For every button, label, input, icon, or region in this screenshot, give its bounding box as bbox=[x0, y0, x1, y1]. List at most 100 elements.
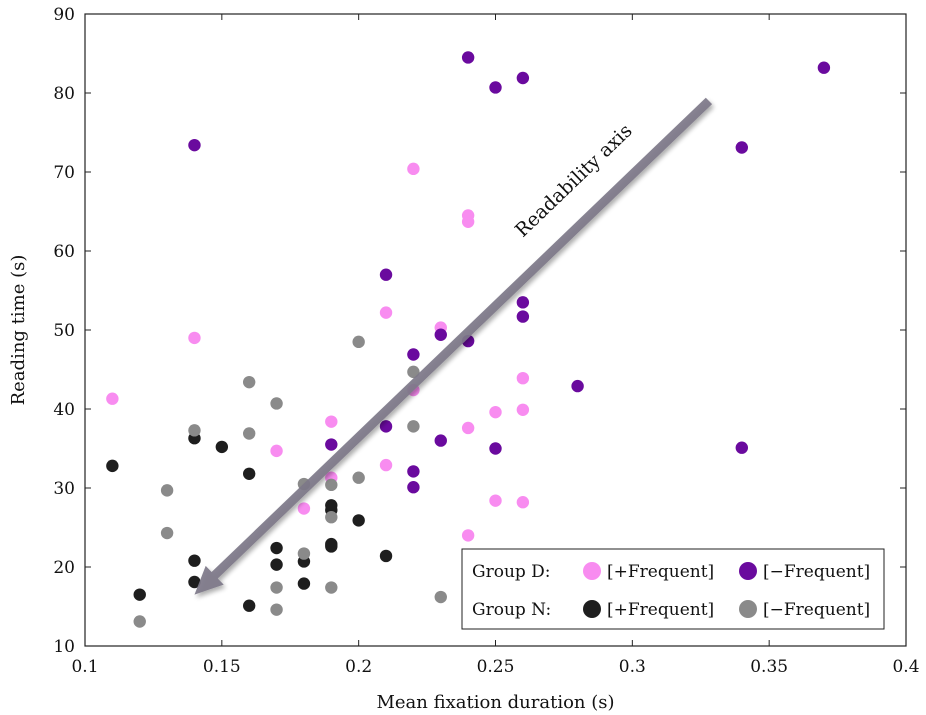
x-tick-label: 0.35 bbox=[750, 657, 788, 677]
data-point-d-minus-frequent bbox=[516, 71, 530, 85]
legend-group-n-label: Group N: bbox=[472, 600, 551, 620]
data-point-n-plus-frequent bbox=[133, 588, 146, 601]
readability-arrow-shape bbox=[194, 97, 713, 595]
legend-label-d-minus: [−Frequent] bbox=[763, 562, 870, 582]
data-point-d-minus-frequent bbox=[489, 442, 502, 455]
data-point-d-minus-frequent bbox=[434, 328, 447, 341]
legend: Group D: [+Frequent] [−Frequent] Group N… bbox=[461, 548, 885, 630]
data-point-d-minus-frequent bbox=[516, 310, 530, 323]
data-point-n-minus-frequent bbox=[243, 375, 256, 389]
x-tick-label: 0.1 bbox=[71, 657, 98, 677]
plot-frame bbox=[84, 13, 907, 647]
data-point-n-plus-frequent bbox=[243, 467, 256, 480]
data-point-n-plus-frequent bbox=[325, 540, 338, 553]
data-point-d-minus-frequent bbox=[407, 348, 420, 361]
data-point-d-plus-frequent bbox=[379, 458, 393, 472]
data-point-n-minus-frequent bbox=[325, 581, 338, 594]
x-tick-label: 0.25 bbox=[477, 657, 515, 677]
legend-label-n-plus: [+Frequent] bbox=[607, 600, 714, 620]
readability-arrow bbox=[194, 97, 713, 595]
data-point-n-minus-frequent bbox=[407, 365, 420, 379]
data-point-d-plus-frequent bbox=[188, 331, 201, 345]
data-point-d-plus-frequent bbox=[106, 392, 119, 405]
data-point-d-plus-frequent bbox=[461, 529, 475, 542]
legend-marker-n-minus bbox=[739, 600, 757, 618]
data-point-n-plus-frequent bbox=[188, 575, 201, 589]
data-point-d-plus-frequent bbox=[516, 496, 530, 509]
data-points bbox=[106, 51, 831, 628]
data-point-n-minus-frequent bbox=[270, 603, 283, 616]
data-point-n-minus-frequent bbox=[133, 615, 146, 628]
data-point-n-plus-frequent bbox=[297, 577, 311, 590]
legend-label-d-plus: [+Frequent] bbox=[607, 562, 714, 582]
data-point-d-plus-frequent bbox=[325, 415, 338, 428]
data-point-n-plus-frequent bbox=[270, 558, 283, 571]
data-point-n-minus-frequent bbox=[297, 547, 311, 560]
data-point-d-plus-frequent bbox=[379, 306, 393, 319]
data-point-d-plus-frequent bbox=[489, 494, 502, 507]
data-point-d-minus-frequent bbox=[407, 465, 420, 478]
data-point-n-minus-frequent bbox=[352, 335, 365, 349]
data-point-d-plus-frequent bbox=[489, 405, 502, 419]
y-axis-title: Reading time (s) bbox=[8, 255, 29, 406]
data-point-n-minus-frequent bbox=[352, 471, 365, 484]
data-point-d-plus-frequent bbox=[461, 421, 475, 435]
legend-group-d-label: Group D: bbox=[472, 562, 551, 582]
data-point-d-plus-frequent bbox=[270, 444, 283, 458]
data-point-n-plus-frequent bbox=[215, 440, 229, 454]
y-tick-label: 80 bbox=[53, 84, 75, 104]
data-point-n-minus-frequent bbox=[270, 581, 283, 594]
data-point-n-plus-frequent bbox=[188, 554, 201, 567]
data-point-d-minus-frequent bbox=[461, 51, 475, 64]
y-tick-label: 20 bbox=[53, 558, 75, 578]
x-tick-label: 0.4 bbox=[892, 657, 919, 677]
data-point-n-minus-frequent bbox=[325, 478, 338, 492]
legend-marker-d-plus bbox=[583, 562, 601, 580]
x-axis-title: Mean fixation duration (s) bbox=[376, 692, 614, 713]
data-point-d-plus-frequent bbox=[461, 215, 475, 228]
data-point-n-plus-frequent bbox=[270, 541, 283, 555]
data-point-n-minus-frequent bbox=[434, 590, 447, 604]
y-tick-label: 60 bbox=[53, 242, 75, 262]
data-point-n-minus-frequent bbox=[407, 420, 420, 433]
y-tick-label: 70 bbox=[53, 163, 75, 183]
data-point-d-plus-frequent bbox=[516, 371, 530, 385]
data-point-d-minus-frequent bbox=[379, 268, 393, 281]
data-point-d-minus-frequent bbox=[817, 61, 831, 74]
data-point-n-plus-frequent bbox=[243, 599, 256, 612]
data-point-d-minus-frequent bbox=[516, 296, 530, 309]
annotation-label: Readability axis bbox=[511, 120, 637, 242]
x-tick-label: 0.2 bbox=[345, 657, 372, 677]
data-point-d-minus-frequent bbox=[735, 441, 748, 454]
data-point-d-minus-frequent bbox=[379, 420, 393, 433]
data-point-n-plus-frequent bbox=[379, 549, 393, 563]
legend-marker-d-minus bbox=[739, 562, 757, 580]
data-point-n-minus-frequent bbox=[160, 526, 174, 540]
x-tick-label: 0.3 bbox=[619, 657, 646, 677]
y-tick-label: 90 bbox=[53, 5, 75, 25]
data-point-d-minus-frequent bbox=[407, 481, 420, 494]
data-point-n-plus-frequent bbox=[352, 514, 365, 527]
legend-box bbox=[461, 548, 885, 630]
data-point-n-plus-frequent bbox=[106, 459, 119, 473]
legend-label-n-minus: [−Frequent] bbox=[763, 600, 870, 620]
data-point-d-minus-frequent bbox=[489, 81, 502, 94]
data-point-d-minus-frequent bbox=[325, 438, 338, 451]
y-tick-label: 30 bbox=[53, 479, 75, 499]
data-point-d-plus-frequent bbox=[297, 502, 311, 515]
y-tick-label: 50 bbox=[53, 321, 75, 341]
data-point-d-minus-frequent bbox=[188, 138, 201, 152]
data-point-n-minus-frequent bbox=[270, 397, 283, 410]
data-point-d-minus-frequent bbox=[434, 434, 447, 447]
data-point-n-minus-frequent bbox=[188, 424, 201, 437]
data-point-n-minus-frequent bbox=[243, 427, 256, 440]
data-point-n-minus-frequent bbox=[160, 484, 174, 497]
data-point-d-minus-frequent bbox=[735, 141, 748, 154]
axis-ticks: 0.1 0.15 0.2 0.25 0.3 0.35 0.4 10 20 30 40 50 60 70 80… bbox=[53, 5, 919, 677]
data-point-d-plus-frequent bbox=[407, 162, 420, 176]
data-point-d-plus-frequent bbox=[516, 403, 530, 416]
y-tick-label: 10 bbox=[53, 637, 75, 657]
data-point-d-minus-frequent bbox=[571, 379, 584, 393]
y-tick-label: 40 bbox=[53, 400, 75, 420]
